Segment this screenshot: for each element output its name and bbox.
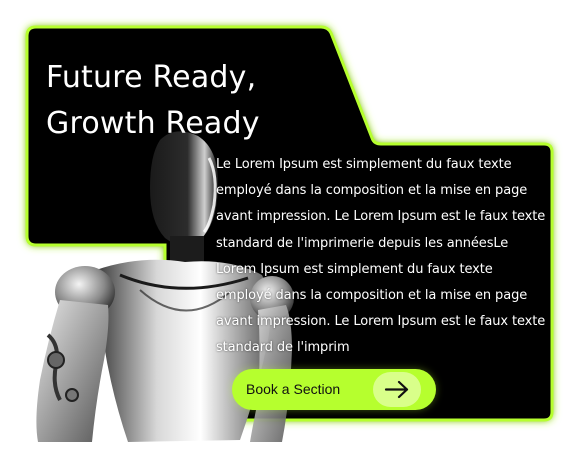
hero-title-line-1: Future Ready, xyxy=(46,60,257,95)
hero-title-line-2: Growth Ready xyxy=(46,106,260,141)
book-section-button-label: Book a Section xyxy=(246,381,341,397)
arrow-right-icon xyxy=(373,372,421,407)
book-section-button[interactable]: Book a Section xyxy=(232,369,436,410)
hero-description: Le Lorem Ipsum est simplement du faux te… xyxy=(216,157,546,356)
hero-title: Future Ready, Growth Ready xyxy=(46,55,346,147)
